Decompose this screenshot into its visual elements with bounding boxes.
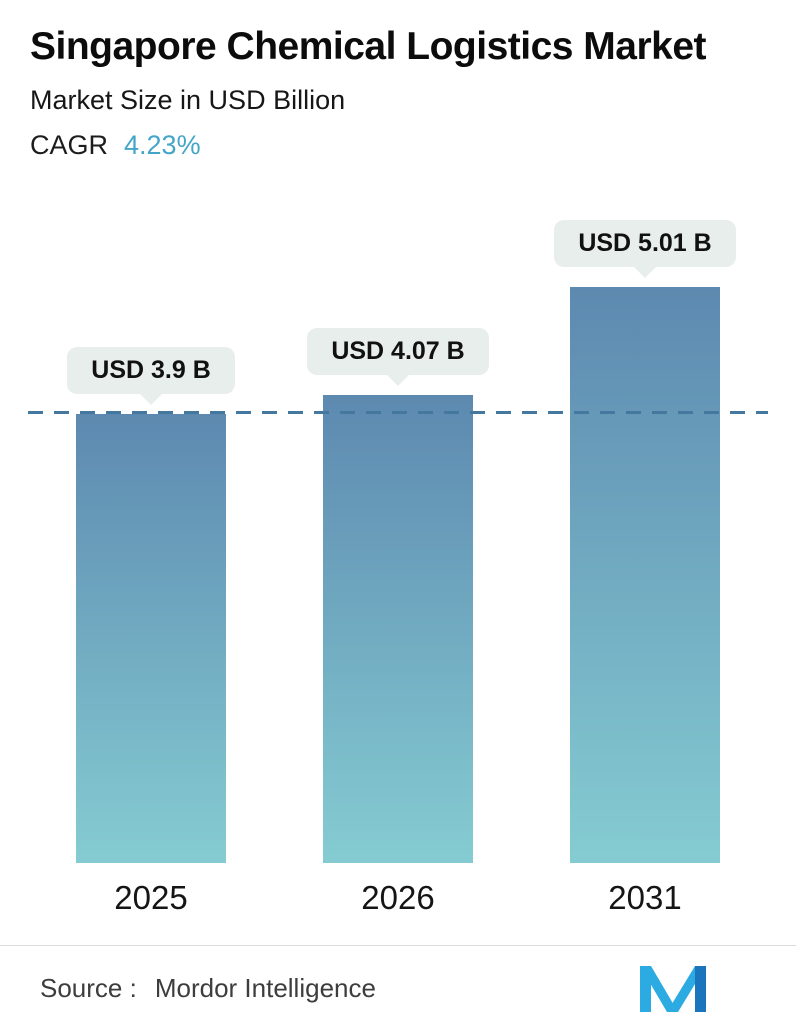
infographic-page: Singapore Chemical Logistics Market Mark… (0, 0, 796, 1012)
reference-dashed-line (28, 410, 768, 414)
bar-column-2025: USD 3.9 B (67, 346, 235, 863)
cagr-label: CAGR (30, 129, 109, 160)
bar-value-label: USD 3.9 B (67, 346, 235, 394)
label-pointer (387, 374, 409, 386)
label-pointer (140, 393, 162, 405)
cagr-row: CAGR 4.23% (30, 130, 766, 161)
chart-subtitle: Market Size in USD Billion (30, 84, 346, 115)
bar-column-2031: USD 5.01 B (554, 219, 736, 863)
x-axis-label-2031: 2031 (608, 878, 682, 916)
cagr-value: 4.23% (124, 129, 201, 160)
bar-chart: USD 3.9 B USD 4.07 B USD 5.01 B 2025 2026 20… (28, 173, 768, 917)
bar-value-label: USD 5.01 B (554, 219, 736, 267)
x-axis: 2025 2026 2031 (28, 879, 768, 917)
chart-title: Singapore Chemical Logistics Market (30, 25, 707, 68)
label-pointer (634, 266, 656, 278)
bar-column-2026: USD 4.07 B (307, 327, 489, 863)
bar-2026 (323, 394, 473, 863)
source-label: Source : (40, 973, 137, 1004)
source-value: Mordor Intelligence (154, 973, 376, 1004)
source-text: Source : Mordor Intelligence (40, 973, 376, 1004)
footer: Source : Mordor Intelligence (0, 944, 796, 1012)
x-axis-label-2026: 2026 (361, 878, 435, 916)
bar-2031 (570, 286, 720, 863)
footer-divider (0, 944, 796, 946)
header: Singapore Chemical Logistics Market Mark… (0, 0, 796, 161)
bar-value-label: USD 4.07 B (307, 327, 489, 375)
mordor-intelligence-logo (640, 965, 706, 1012)
source-row: Source : Mordor Intelligence (0, 946, 796, 1012)
x-axis-label-2025: 2025 (114, 878, 188, 916)
bar-2025 (76, 413, 226, 863)
plot-area: USD 3.9 B USD 4.07 B USD 5.01 B (28, 173, 768, 863)
